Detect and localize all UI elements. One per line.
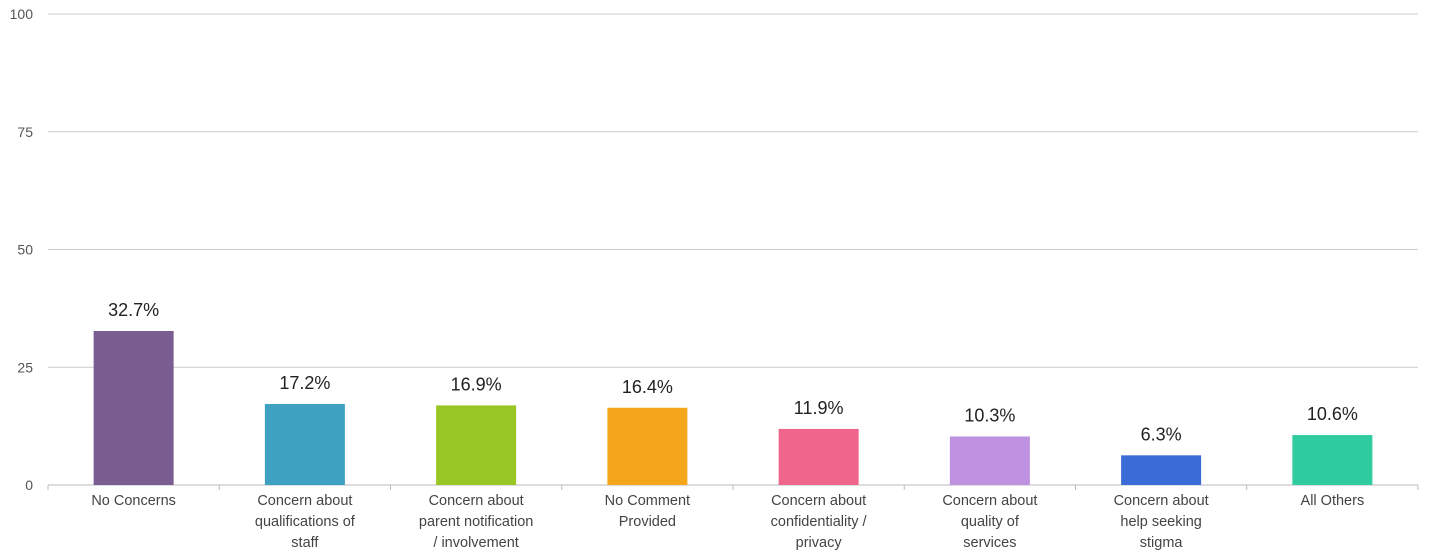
- data-labels: 32.7% 17.2% 16.9% 16.4% 11.9% 10.3% 6.3% 10.6%: [108, 300, 1358, 444]
- y-tick-label: 25: [17, 359, 33, 375]
- x-tick-label: No Comment Provided: [605, 493, 690, 530]
- bar: [1292, 435, 1373, 485]
- bar: [778, 428, 859, 485]
- bar: [949, 436, 1030, 485]
- y-tick-label: 100: [10, 6, 34, 22]
- data-label: 10.3%: [964, 405, 1015, 425]
- y-tick-label: 75: [17, 124, 33, 140]
- data-label: 6.3%: [1141, 424, 1182, 444]
- data-label: 10.6%: [1307, 404, 1358, 424]
- x-axis-labels: No Concerns Concern about qualifications o…: [91, 493, 1364, 551]
- x-tick-label: Concern about parent notification / involv…: [419, 493, 533, 551]
- x-tick-label: Concern about qualifications of staff: [255, 493, 356, 551]
- x-tick-label: Concern about help seeking stigma: [1114, 493, 1209, 551]
- bar: [436, 405, 517, 485]
- data-label: 32.7%: [108, 300, 159, 320]
- y-tick-label: 50: [17, 242, 33, 258]
- x-tick-label: Concern about quality of services: [942, 493, 1037, 551]
- bars: [93, 330, 1373, 485]
- bar: [264, 403, 345, 485]
- y-tick-label: 0: [25, 477, 33, 493]
- data-label: 16.9%: [451, 374, 502, 394]
- data-label: 17.2%: [279, 373, 330, 393]
- bar: [607, 407, 688, 485]
- y-axis-ticks: 0 25 50 75 100: [10, 6, 34, 493]
- x-tick-label: No Concerns: [91, 493, 176, 509]
- data-label: 16.4%: [622, 377, 673, 397]
- bar: [93, 330, 174, 485]
- grid-layer: [47, 13, 1419, 490]
- x-tick-label: All Others: [1301, 493, 1365, 509]
- data-label: 11.9%: [794, 398, 844, 418]
- bar: [1121, 455, 1202, 485]
- x-tick-label: Concern about confidentiality / privacy: [771, 493, 868, 551]
